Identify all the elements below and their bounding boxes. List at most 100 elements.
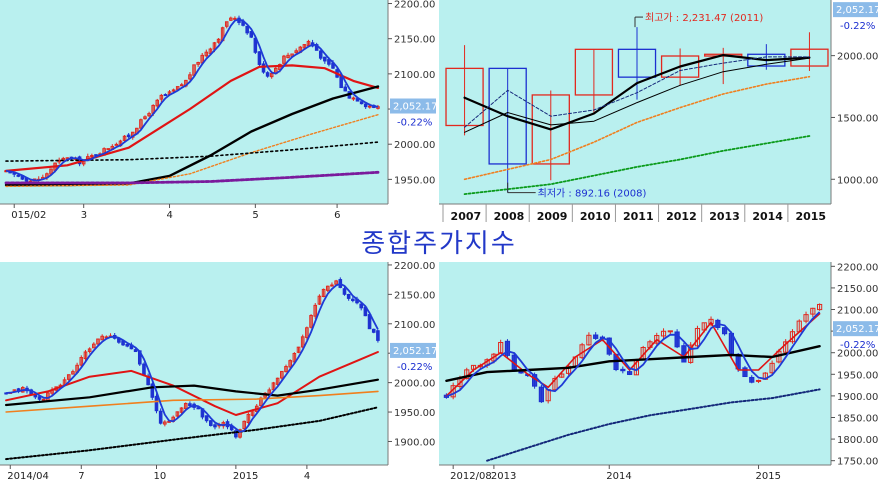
moving-average-line	[463, 53, 811, 131]
candle-body	[545, 389, 551, 402]
x-axis-area	[0, 204, 388, 226]
candle-body	[196, 407, 201, 410]
y-tick-label: 2000.00	[837, 349, 878, 360]
candle-body	[313, 304, 318, 317]
candle-body	[627, 371, 633, 375]
candle-body	[41, 398, 46, 401]
candle-body	[565, 365, 572, 374]
candle-body	[79, 357, 84, 366]
candle-body	[688, 344, 694, 363]
candle-body	[180, 84, 184, 87]
moving-average-line	[445, 344, 821, 383]
x-tick-label: 3	[81, 210, 87, 221]
candle-body	[620, 368, 626, 372]
x-tick-label: 2015	[795, 210, 826, 223]
last-price-label: 2,052.17	[393, 102, 437, 113]
candle-body	[351, 298, 355, 302]
candle-body	[159, 94, 164, 100]
x-tick-label: 2007	[451, 210, 482, 223]
candle-body	[667, 330, 673, 333]
candle-body	[660, 330, 667, 337]
x-axis-area	[0, 465, 388, 487]
candle-body	[323, 56, 327, 62]
max-annotation: 최고가 : 2,231.47 (2011)	[645, 12, 763, 24]
candle-body	[171, 89, 176, 92]
plot-area	[0, 0, 388, 204]
candle-body	[234, 430, 238, 438]
candle-body	[122, 135, 127, 141]
candle-body	[330, 284, 334, 287]
candle-body	[593, 334, 599, 339]
candle-body	[368, 105, 372, 108]
candle-body	[238, 429, 242, 438]
y-tick-label: 2000.00	[394, 140, 435, 151]
candle-body	[216, 38, 221, 43]
x-tick-label: 2014	[606, 471, 631, 482]
candle-body	[133, 349, 138, 353]
y-tick-label: 2100.00	[837, 306, 878, 317]
y-tick-label: 1900.00	[837, 392, 878, 403]
moving-average-line	[5, 113, 379, 188]
candle-body	[552, 377, 558, 391]
moving-average-line	[4, 378, 379, 407]
y-tick-label: 1950.00	[394, 408, 435, 419]
y-axis-area	[831, 262, 878, 487]
candle-body	[71, 371, 75, 375]
candle-body	[16, 174, 21, 177]
x-tick-label: 2009	[537, 210, 568, 223]
y-tick-label: 1850.00	[837, 413, 878, 424]
candle-body	[586, 334, 592, 346]
candle-body	[817, 303, 823, 311]
short-term-ma-line	[446, 311, 821, 398]
candle-body	[242, 420, 247, 430]
candle-body	[343, 86, 348, 92]
moving-average-line	[464, 56, 810, 128]
candle-body	[504, 340, 511, 356]
candle-body	[175, 411, 180, 417]
candle-body	[249, 31, 254, 38]
candle-body	[371, 328, 376, 333]
yearly-candle-body	[660, 55, 700, 78]
chart-main-title: 종합주가지수	[361, 229, 517, 259]
x-tick-label: 2012	[666, 210, 697, 223]
last-change-label: -0.22%	[397, 362, 432, 373]
daily-candlestick-chart: 2200.002150.002100.002050.002000.001950.…	[0, 0, 438, 226]
x-tick-label: 5	[252, 210, 258, 221]
yearly-candle-body	[488, 67, 527, 165]
candle-body	[245, 25, 249, 34]
y-tick-label: 2200.00	[394, 0, 435, 11]
candle-body	[318, 50, 323, 59]
candle-body	[147, 113, 151, 117]
y-tick-label: 2000.00	[837, 52, 878, 63]
candle-body	[317, 295, 322, 305]
yearly-candle-body	[574, 48, 614, 96]
x-tick-label: 4	[167, 210, 173, 221]
weekly-chart-panel: 2200.002150.002100.002050.002000.001950.…	[0, 261, 438, 487]
candle-body	[346, 294, 351, 299]
x-tick-label: 10	[153, 471, 166, 482]
candle-body	[83, 351, 88, 360]
min-annotation: 최저가 : 892.16 (2008)	[538, 188, 647, 200]
x-axis-area	[439, 465, 831, 487]
candle-body	[803, 314, 809, 322]
candle-body	[224, 21, 229, 27]
last-price-box	[390, 342, 436, 358]
candle-body	[674, 331, 680, 348]
x-tick-label: 7	[78, 471, 84, 482]
candle-body	[309, 315, 313, 328]
moving-average-line	[5, 406, 379, 461]
candle-body	[722, 327, 728, 335]
x-tick-label: 015/02	[11, 210, 46, 221]
candle-body	[90, 155, 94, 158]
candle-body	[114, 143, 119, 146]
candle-body	[288, 360, 292, 368]
candle-body	[196, 61, 200, 65]
candle-body	[280, 370, 284, 379]
candle-body	[755, 379, 762, 382]
last-price-box	[833, 2, 878, 18]
last-change-label: -0.22%	[397, 118, 432, 129]
yearly-candlestick-chart: 2000.00 1500.00 1000.00 최고가 : 2,231.47 (201…	[439, 0, 878, 226]
last-price-label: 2,052.17	[393, 346, 437, 357]
candle-body	[37, 396, 42, 400]
candle-body	[213, 424, 217, 428]
